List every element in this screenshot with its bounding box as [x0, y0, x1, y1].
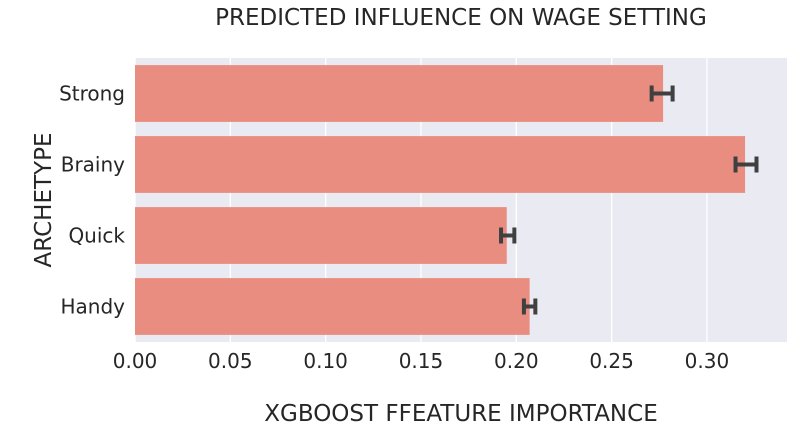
y-tick-label: Quick — [68, 224, 125, 248]
x-tick-label: 0.00 — [113, 349, 158, 373]
error-bar-handy — [521, 298, 538, 315]
y-axis-label: ARCHETYPE — [31, 133, 57, 268]
x-tick-label: 0.15 — [399, 349, 444, 373]
y-tick-label: Brainy — [61, 153, 125, 177]
y-tick-label: Strong — [59, 82, 125, 106]
x-tick-label: 0.25 — [589, 349, 634, 373]
bar-strong — [135, 65, 664, 122]
x-tick-label: 0.05 — [208, 349, 253, 373]
x-tick-label: 0.30 — [685, 349, 730, 373]
y-tick-label: Handy — [60, 295, 125, 319]
bar-brainy — [135, 136, 746, 193]
error-bar-quick — [499, 227, 517, 244]
bar-handy — [135, 278, 530, 335]
x-axis-label: XGBOOST FFEATURE IMPORTANCE — [264, 401, 657, 427]
error-bar-strong — [649, 85, 675, 102]
x-tick-label: 0.20 — [494, 349, 539, 373]
x-tick-label: 0.10 — [303, 349, 348, 373]
bar-quick — [135, 207, 507, 264]
chart-title: PREDICTED INFLUENCE ON WAGE SETTING — [215, 5, 707, 31]
error-bar-brainy — [733, 156, 759, 173]
